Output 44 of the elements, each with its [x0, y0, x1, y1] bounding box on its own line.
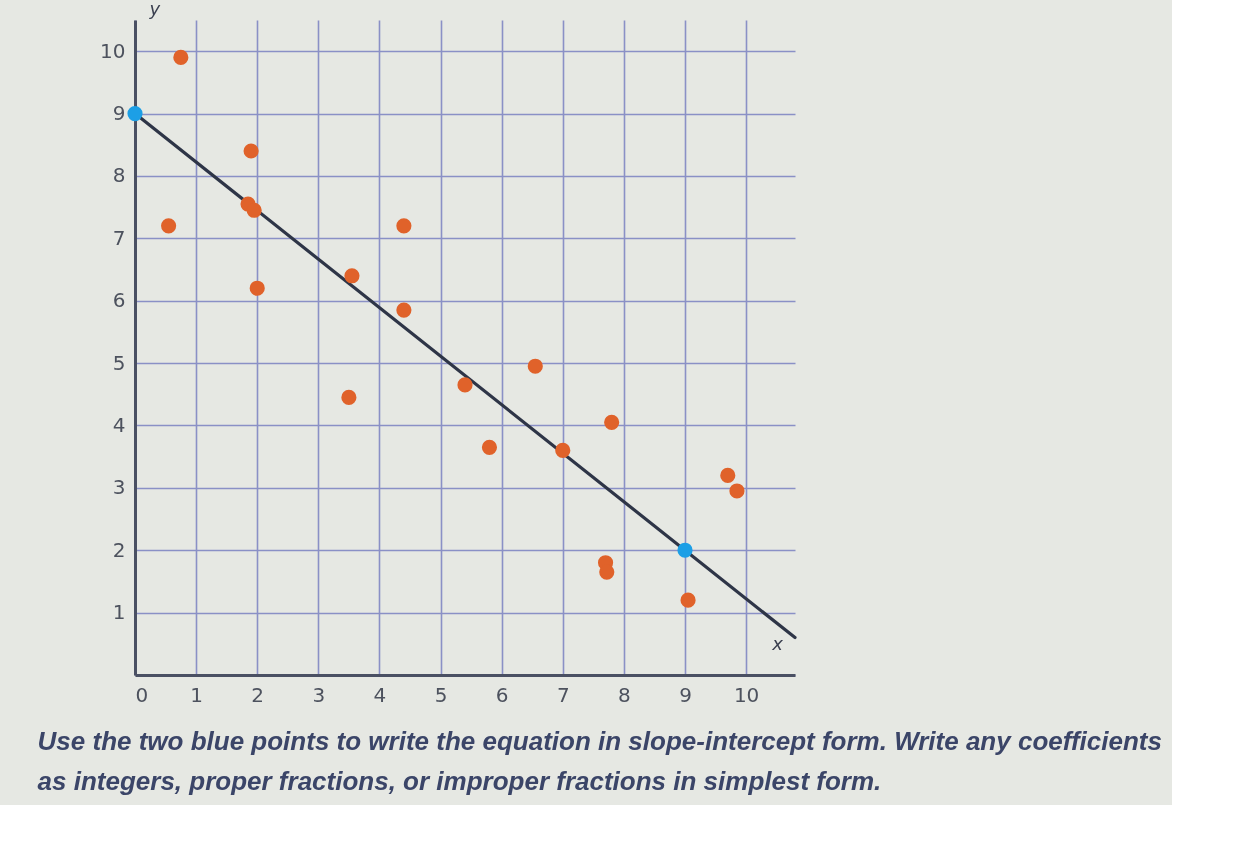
point [729, 483, 745, 499]
point [243, 143, 259, 159]
point [481, 439, 498, 455]
x-axis-title: x [771, 632, 784, 654]
x-tick-label: 0 [135, 682, 149, 707]
point [720, 467, 736, 483]
y-axis-title: y [148, 0, 161, 19]
point [604, 414, 620, 430]
y-tick-label: 3 [112, 475, 126, 500]
y-tick-label: 8 [112, 163, 126, 188]
y-tick-label: 4 [112, 412, 126, 437]
point [599, 564, 615, 580]
x-tick-label: 5 [434, 682, 448, 707]
x-tick-label: 8 [618, 682, 631, 707]
point [680, 592, 696, 608]
y-tick-label: 1 [112, 600, 126, 625]
x-tick-label: 4 [373, 682, 387, 707]
y-tick-label: 9 [112, 101, 126, 126]
point [555, 442, 571, 458]
x-tick-label: 7 [556, 682, 570, 707]
y-tick-label: 5 [112, 350, 126, 375]
y-tick-label: 10 [100, 38, 126, 63]
point [677, 542, 693, 558]
x-tick-label: 1 [190, 682, 203, 707]
text: Use the two blue points to write the equation in slope-intercept form. Write any coefficients as integers, proper fractions, or improper fractions in simplest form. [37, 726, 1162, 796]
point [341, 389, 357, 405]
x-tick-label: 6 [495, 682, 509, 707]
x-tick-label: 10 [733, 682, 760, 707]
x-tick-label: 3 [312, 682, 326, 707]
point [127, 106, 143, 122]
point [527, 358, 543, 374]
y-tick-label: 6 [112, 288, 126, 313]
point [344, 268, 360, 284]
point [396, 218, 412, 234]
point [246, 202, 262, 218]
y-tick-label: 2 [112, 537, 126, 562]
y-tick-label: 7 [112, 225, 126, 250]
point [161, 218, 177, 234]
point [457, 377, 473, 393]
x-tick-label: 2 [251, 682, 265, 707]
point [396, 302, 412, 318]
x-tick-label: 9 [679, 682, 692, 707]
point [249, 280, 265, 296]
point [173, 49, 189, 65]
